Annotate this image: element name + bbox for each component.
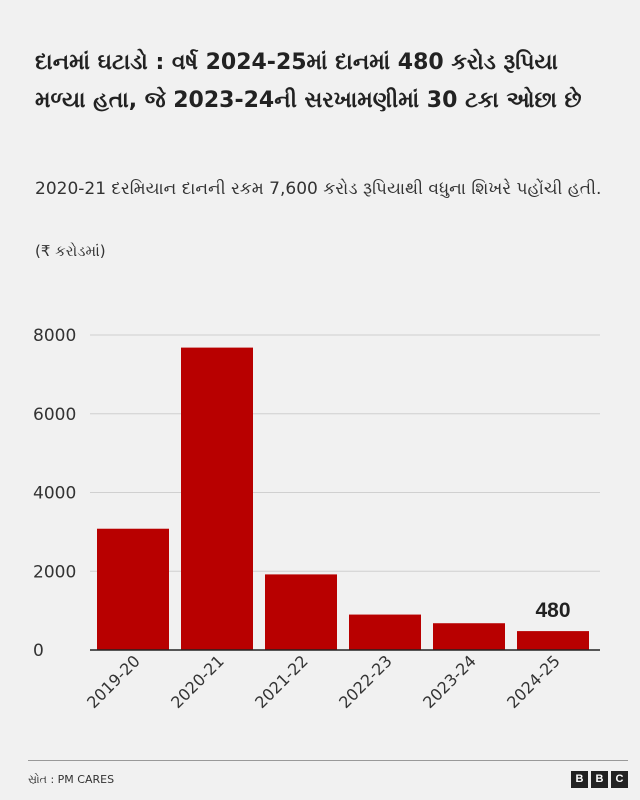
- x-tick-label: 2023-24: [419, 651, 480, 712]
- x-tick-label: 2022-23: [335, 651, 396, 712]
- y-tick-label: 0: [33, 641, 44, 661]
- x-tick-label: 2021-22: [251, 651, 312, 712]
- y-tick-label: 6000: [33, 405, 76, 425]
- bbc-logo-letter: B: [571, 771, 588, 788]
- footer-divider: [28, 760, 628, 761]
- bbc-logo-letter: B: [591, 771, 608, 788]
- y-tick-label: 4000: [33, 484, 76, 504]
- y-tick-label: 2000: [33, 562, 76, 582]
- unit-label: (₹ કરોડમાં): [35, 242, 106, 260]
- bar: [265, 574, 337, 650]
- bar: [181, 347, 253, 650]
- chart-subtitle: 2020-21 દરમિયાન દાનની રકમ 7,600 કરોડ રૂપ…: [35, 179, 602, 199]
- data-label: 480: [535, 599, 570, 622]
- x-tick-label: 2019-20: [83, 651, 144, 712]
- x-tick-label: 2020-21: [167, 651, 228, 712]
- bbc-logo: B B C: [571, 771, 628, 788]
- bbc-logo-letter: C: [611, 771, 628, 788]
- y-tick-label: 8000: [33, 326, 76, 346]
- source-note: સ્રોત : PM CARES: [28, 773, 115, 786]
- chart-title: દાનમાં ઘટાડો : વર્ષ 2024-25માં દાનમાં 48…: [35, 50, 582, 113]
- bar: [349, 614, 421, 650]
- bar-chart: 0 2000 4000 6000 8000 2019-20 2020-21 2021-22 20…: [33, 326, 600, 712]
- bar: [517, 631, 589, 650]
- x-tick-label: 2024-25: [503, 651, 564, 712]
- bar: [433, 623, 505, 650]
- bar: [97, 528, 169, 650]
